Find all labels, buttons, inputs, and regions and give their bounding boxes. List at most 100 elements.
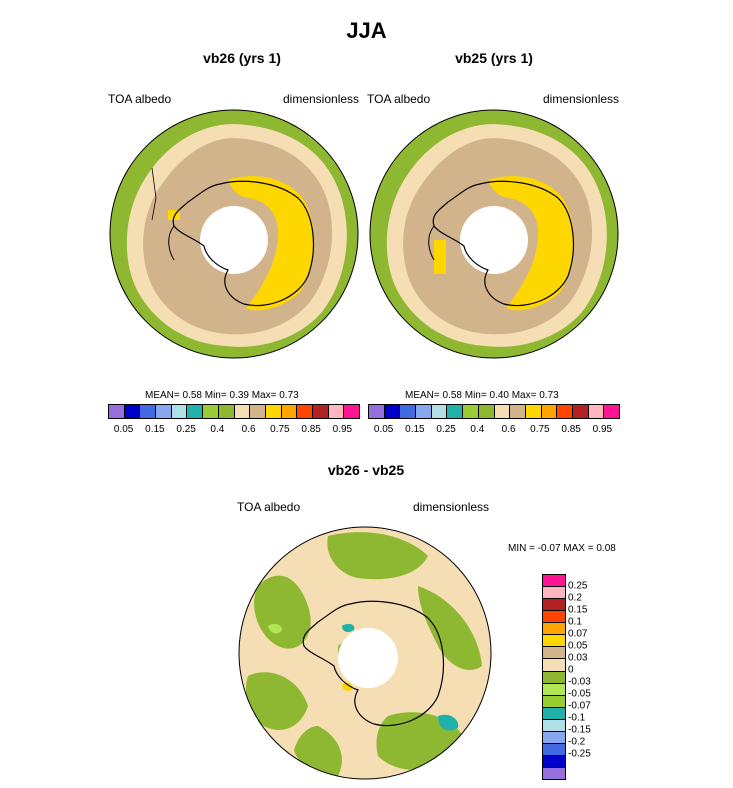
- diff-variable-label: TOA albedo: [237, 500, 301, 514]
- colorbar-tick-label: -0.07: [568, 700, 591, 712]
- left-panel-title: vb26 (yrs 1): [203, 50, 281, 66]
- colorbar-swatch: [344, 405, 359, 418]
- diff-panel-title: vb26 - vb25: [327, 462, 405, 478]
- right-colorbar-ticks: 0.05 0.15 0.25 0.4 0.6 0.75 0.85 0.95: [368, 424, 618, 438]
- colorbar-swatch: [416, 405, 432, 418]
- colorbar-tick-label: 0.75: [530, 424, 550, 435]
- colorbar-swatch: [312, 405, 329, 418]
- left-units-label: dimensionless: [283, 92, 360, 106]
- colorbar-swatch: [557, 405, 573, 418]
- colorbar-swatch: [400, 405, 417, 418]
- colorbar-swatch: [543, 575, 565, 588]
- right-panel-title: vb25 (yrs 1): [455, 50, 533, 66]
- colorbar-tick-label: 0.85: [301, 424, 321, 435]
- diff-units-label: dimensionless: [413, 500, 490, 514]
- colorbar-tick-label: -0.15: [568, 724, 591, 736]
- colorbar-tick-label: 0.6: [501, 424, 516, 435]
- colorbar-tick-label: 0.15: [405, 424, 425, 435]
- colorbar-tick-label: 0.25: [176, 424, 196, 435]
- colorbar-swatch: [384, 405, 401, 418]
- colorbar-swatch: [604, 405, 619, 418]
- colorbar-swatch: [297, 405, 313, 418]
- colorbar-tick-label: 0.2: [568, 592, 582, 604]
- right-stats: MEAN= 0.58 Min= 0.40 Max= 0.73: [405, 390, 559, 401]
- colorbar-swatch: [369, 405, 385, 418]
- left-stats: MEAN= 0.58 Min= 0.39 Max= 0.73: [145, 390, 299, 401]
- colorbar-swatch: [203, 405, 219, 418]
- colorbar-tick-label: 0.85: [561, 424, 581, 435]
- colorbar-swatch: [494, 405, 511, 418]
- colorbar-swatch: [543, 611, 565, 624]
- right-polar-map: [369, 109, 619, 359]
- colorbar-swatch: [543, 731, 565, 744]
- diff-colorbar-ticks: 0.25 0.2 0.15 0.1 0.07 0.05 0.03 0 -0.03 -0.05 -0.…: [568, 574, 608, 778]
- colorbar-swatch: [478, 405, 495, 418]
- colorbar-tick-label: 0.1: [568, 616, 582, 628]
- colorbar-swatch: [543, 659, 565, 672]
- colorbar-swatch: [541, 405, 558, 418]
- colorbar-swatch: [543, 755, 565, 768]
- colorbar-tick-label: 0.4: [470, 424, 485, 435]
- colorbar-swatch: [572, 405, 589, 418]
- colorbar-tick-label: 0.05: [568, 640, 588, 652]
- colorbar-swatch: [265, 405, 282, 418]
- colorbar-tick-label: 0.95: [592, 424, 613, 435]
- colorbar-tick-label: 0.03: [568, 652, 588, 664]
- colorbar-tick-label: 0.6: [241, 424, 256, 435]
- colorbar-swatch: [124, 405, 141, 418]
- colorbar-tick-label: 0: [568, 664, 574, 676]
- diff-stats: MIN = -0.07 MAX = 0.08: [508, 543, 616, 554]
- colorbar-swatch: [140, 405, 157, 418]
- colorbar-swatch: [543, 599, 565, 612]
- colorbar-tick-label: 0.25: [436, 424, 456, 435]
- colorbar-swatch: [109, 405, 125, 418]
- colorbar-tick-label: 0.05: [373, 424, 394, 435]
- colorbar-tick-label: 0.07: [568, 628, 588, 640]
- right-colorbar: [368, 404, 620, 419]
- colorbar-swatch: [431, 405, 448, 418]
- left-variable-label: TOA albedo: [108, 92, 172, 106]
- colorbar-swatch: [463, 405, 479, 418]
- colorbar-swatch: [588, 405, 605, 418]
- colorbar-swatch: [543, 719, 565, 732]
- colorbar-swatch: [543, 683, 565, 696]
- colorbar-swatch: [543, 623, 565, 636]
- colorbar-tick-label: -0.03: [568, 676, 591, 688]
- colorbar-swatch: [543, 695, 565, 708]
- colorbar-swatch: [543, 587, 565, 600]
- colorbar-swatch: [543, 671, 565, 684]
- colorbar-swatch: [543, 768, 565, 780]
- colorbar-swatch: [543, 635, 565, 648]
- colorbar-swatch: [171, 405, 188, 418]
- colorbar-swatch: [543, 743, 565, 756]
- left-colorbar: [108, 404, 360, 419]
- colorbar-tick-label: -0.2: [568, 736, 586, 748]
- colorbar-tick-label: 0.25: [568, 580, 588, 592]
- colorbar-swatch: [525, 405, 542, 418]
- colorbar-tick-label: 0.05: [113, 424, 134, 435]
- right-units-label: dimensionless: [543, 92, 620, 106]
- colorbar-tick-label: 0.4: [210, 424, 225, 435]
- left-colorbar-ticks: 0.05 0.15 0.25 0.4 0.6 0.75 0.85 0.95: [108, 424, 358, 438]
- colorbar-swatch: [187, 405, 204, 418]
- colorbar-swatch: [543, 647, 565, 660]
- colorbar-swatch: [510, 405, 526, 418]
- colorbar-tick-label: 0.75: [270, 424, 290, 435]
- figure-title: JJA: [346, 18, 387, 43]
- diff-polar-map: [238, 526, 492, 780]
- colorbar-swatch: [234, 405, 251, 418]
- right-variable-label: TOA albedo: [367, 92, 431, 106]
- colorbar-swatch: [328, 405, 345, 418]
- colorbar-swatch: [447, 405, 464, 418]
- colorbar-swatch: [218, 405, 235, 418]
- diff-colorbar: [542, 574, 566, 780]
- colorbar-swatch: [250, 405, 266, 418]
- colorbar-tick-label: 0.95: [332, 424, 353, 435]
- colorbar-swatch: [281, 405, 298, 418]
- colorbar-swatch: [543, 707, 565, 720]
- left-polar-map: [109, 109, 359, 359]
- colorbar-tick-label: -0.05: [568, 688, 591, 700]
- colorbar-tick-label: -0.1: [568, 712, 586, 724]
- colorbar-tick-label: 0.15: [145, 424, 165, 435]
- colorbar-tick-label: 0.15: [568, 604, 588, 616]
